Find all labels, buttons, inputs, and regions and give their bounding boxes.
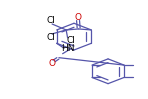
Text: O: O (75, 13, 82, 22)
Text: HN: HN (61, 44, 75, 53)
Text: Cl: Cl (46, 33, 55, 42)
Text: Cl: Cl (46, 16, 55, 25)
Text: O: O (49, 59, 56, 68)
Text: Cl: Cl (66, 36, 75, 45)
